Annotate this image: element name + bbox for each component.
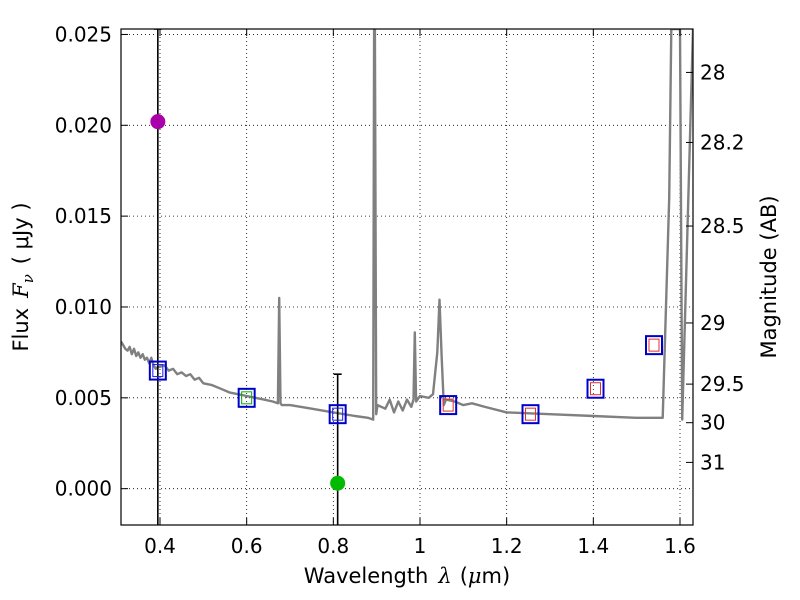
photometry-box-inner xyxy=(241,391,253,405)
x-tick-label: 1.4 xyxy=(577,534,609,558)
model-spectrum-line xyxy=(121,29,693,421)
photometry-box-inner xyxy=(442,398,454,412)
magnitude-tick-label: 29.5 xyxy=(700,372,745,396)
photometry-box-inner xyxy=(648,338,660,352)
y-tick-label: 0.025 xyxy=(55,22,112,46)
measured-points xyxy=(150,114,346,491)
y-tick-label: 0.015 xyxy=(55,204,112,228)
x-axis-ticks: 0.4 0.6 0.8 1 1.2 1.4 1.6 xyxy=(144,29,696,558)
error-bars xyxy=(153,29,342,525)
x-tick-label: 1 xyxy=(414,534,427,558)
photometry-box xyxy=(439,395,458,416)
x-tick-label: 0.4 xyxy=(144,534,176,558)
measured-point xyxy=(330,475,346,491)
photometry-box xyxy=(328,404,347,425)
model-spectrum-layer xyxy=(121,29,693,421)
photometry-boxes xyxy=(148,335,663,425)
photometry-box xyxy=(521,404,540,425)
magnitude-axis-ticks: 28 28.2 28.5 29 29.5 30 31 xyxy=(686,60,745,474)
photometry-box xyxy=(237,387,256,408)
measured-point xyxy=(150,114,166,130)
x-tick-label: 1.6 xyxy=(664,534,696,558)
y-axis-ticks: 0.000 0.005 0.010 0.015 0.020 0.025 xyxy=(55,22,128,501)
magnitude-tick-label: 28 xyxy=(700,60,725,84)
magnitude-tick-label: 31 xyxy=(700,450,725,474)
y-tick-label: 0.010 xyxy=(55,295,112,319)
plot-frame xyxy=(120,28,694,526)
y-tick-label: 0.005 xyxy=(55,386,112,410)
photometry-box xyxy=(148,360,167,381)
x-tick-label: 1.2 xyxy=(491,534,523,558)
photometry-box-inner xyxy=(590,382,601,396)
magnitude-tick-label: 28.5 xyxy=(700,214,745,238)
photometry-box-inner xyxy=(152,364,164,378)
x-tick-label: 0.8 xyxy=(317,534,349,558)
y-tick-label: 0.000 xyxy=(55,477,112,501)
grid-lines xyxy=(121,29,693,525)
y-axis-label: FluxFν( μJy ) xyxy=(9,202,37,351)
photometry-box xyxy=(645,335,663,356)
magnitude-axis-label: Magnitude (AB) xyxy=(757,195,781,358)
magnitude-tick-label: 29 xyxy=(700,311,725,335)
photometry-box-inner xyxy=(525,407,536,421)
magnitude-tick-label: 30 xyxy=(700,411,725,435)
magnitude-tick-label: 28.2 xyxy=(700,130,745,154)
y-tick-label: 0.020 xyxy=(55,113,112,137)
x-axis-label: Wavelength λ (μm) xyxy=(304,564,510,588)
photometry-box-inner xyxy=(332,407,344,421)
x-tick-label: 0.6 xyxy=(231,534,263,558)
photometry-box xyxy=(586,378,605,399)
